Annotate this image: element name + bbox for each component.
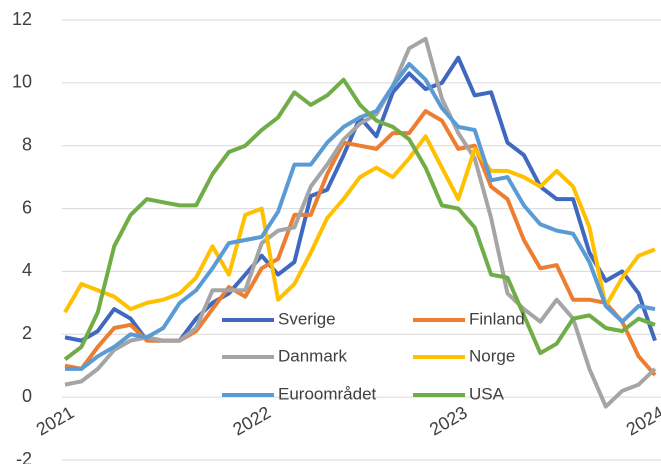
legend-label: Finland bbox=[469, 309, 525, 328]
legend-label: Norge bbox=[469, 346, 515, 365]
legend-label: Euroområdet bbox=[278, 384, 377, 403]
y-tick-label: 4 bbox=[22, 260, 32, 280]
y-tick-label: 12 bbox=[12, 9, 32, 29]
series-line bbox=[65, 62, 656, 371]
series-line bbox=[63, 77, 656, 361]
x-tick-label: 2022 bbox=[229, 402, 274, 439]
y-tick-label: 0 bbox=[22, 386, 32, 406]
y-tick-label: 6 bbox=[22, 197, 32, 217]
y-tick-label: 2 bbox=[22, 323, 32, 343]
x-tick-label: 2023 bbox=[426, 402, 471, 439]
x-tick-label: 2024 bbox=[623, 402, 661, 439]
x-tick-label: 2021 bbox=[33, 402, 78, 439]
y-tick-label: 8 bbox=[22, 134, 32, 154]
y-tick-label: -2 bbox=[16, 449, 32, 464]
legend-label: Sverige bbox=[278, 309, 336, 328]
series-line bbox=[64, 36, 657, 409]
legend-label: Danmark bbox=[278, 346, 347, 365]
y-tick-label: 10 bbox=[12, 72, 32, 92]
series-line bbox=[63, 134, 656, 314]
legend-label: USA bbox=[469, 384, 505, 403]
